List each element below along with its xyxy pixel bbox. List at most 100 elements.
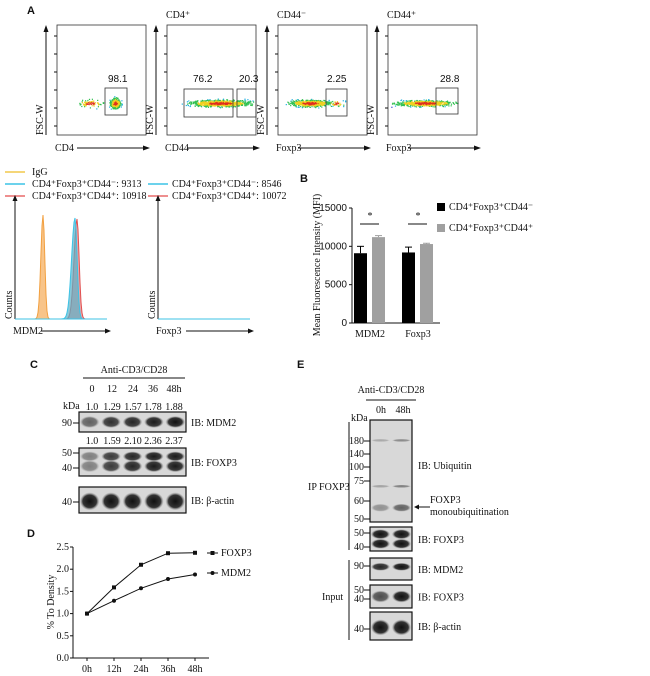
event-dot (293, 104, 295, 107)
event-dot (432, 106, 434, 108)
event-dot (330, 101, 332, 103)
event-dot (321, 106, 323, 108)
mdm2-ratio: 1.78 (144, 402, 162, 413)
event-dot (190, 101, 192, 103)
event-dot (311, 106, 313, 108)
event-dot (393, 102, 395, 104)
arrow-icon (414, 504, 419, 510)
blot-4 (369, 611, 413, 641)
event-dot (302, 100, 304, 102)
event-dot (111, 99, 113, 101)
mdm2-ratio: 1.88 (165, 402, 183, 413)
event-dot (216, 102, 218, 104)
event-dot (340, 103, 342, 105)
event-dot (195, 102, 197, 104)
event-dot (294, 105, 296, 107)
event-dot (234, 102, 236, 104)
event-dot (115, 103, 117, 105)
event-dot (332, 102, 334, 104)
event-dot (115, 100, 117, 102)
gate (236, 88, 257, 118)
event-dot (298, 102, 300, 104)
event-dot (115, 106, 117, 108)
event-dot (430, 104, 432, 106)
event-dot (112, 105, 114, 107)
plot-frame (387, 24, 478, 136)
event-dot (453, 103, 455, 105)
event-dot (300, 102, 302, 104)
event-dot (208, 100, 210, 103)
panel-label-c: C (30, 359, 38, 371)
event-dot (98, 104, 100, 106)
band (122, 451, 143, 462)
panel-label-d: D (27, 528, 35, 540)
event-dot (90, 103, 92, 105)
event-dot (434, 101, 436, 103)
event-dot (121, 103, 123, 105)
event-dot (419, 106, 421, 108)
event-dot (302, 103, 304, 105)
event-dot (251, 103, 254, 105)
event-dot (313, 100, 315, 102)
event-dot (404, 103, 406, 105)
event-dot (233, 103, 235, 106)
event-dot (241, 104, 243, 106)
event-dot (427, 101, 429, 103)
event-dot (239, 102, 241, 104)
event-dot (410, 105, 412, 107)
kda-marker: 75 (354, 476, 364, 487)
event-dot (99, 103, 101, 105)
event-dot (295, 99, 297, 101)
event-dot (220, 101, 222, 103)
event-dot (93, 104, 95, 106)
event-dot (426, 103, 428, 105)
event-dot (291, 101, 293, 103)
event-dot (316, 101, 318, 103)
event-dot (320, 103, 322, 105)
plot-title: CD44⁻ (277, 10, 306, 21)
treatment-label: Anti-CD3/CD28 (101, 365, 168, 376)
event-dot (233, 103, 235, 105)
event-dot (323, 103, 325, 105)
event-dot (314, 100, 316, 102)
event-dot (215, 102, 217, 104)
event-dot (89, 107, 91, 109)
event-dot (227, 102, 229, 104)
event-dot (192, 102, 194, 104)
event-dot (307, 105, 309, 107)
x-tick-label: 36h (161, 664, 176, 675)
event-dot (323, 104, 325, 106)
y-tick-label: 1.5 (57, 586, 70, 597)
event-dot (209, 105, 211, 107)
lane-label: 12 (107, 384, 117, 395)
event-dot (115, 106, 117, 108)
event-dot (225, 103, 227, 106)
event-dot (93, 102, 95, 104)
event-dot (402, 102, 404, 104)
y-axis-label: FSC-W (256, 104, 267, 135)
event-dot (117, 105, 119, 107)
event-dot (420, 104, 422, 106)
band (101, 460, 121, 473)
event-dot (448, 102, 450, 104)
cd44pos-peak (15, 218, 107, 320)
event-dot (299, 103, 301, 105)
x-tick-label: 0h (82, 664, 92, 675)
event-dot (397, 102, 399, 104)
event-dot (109, 99, 111, 101)
event-dot (204, 101, 206, 103)
event-dot (419, 106, 421, 108)
event-dot (315, 102, 317, 104)
kda-marker: 100 (349, 462, 364, 473)
event-dot (318, 105, 320, 107)
event-dot (290, 103, 292, 105)
arrowhead (105, 328, 111, 334)
x-axis-label: Foxp3 (156, 326, 182, 337)
flow-plot: 2.25 CD44⁻ FSC-W Foxp3 (256, 10, 371, 154)
event-dot (317, 105, 319, 107)
band (165, 416, 186, 428)
event-dot (443, 103, 445, 105)
event-dot (226, 99, 229, 101)
